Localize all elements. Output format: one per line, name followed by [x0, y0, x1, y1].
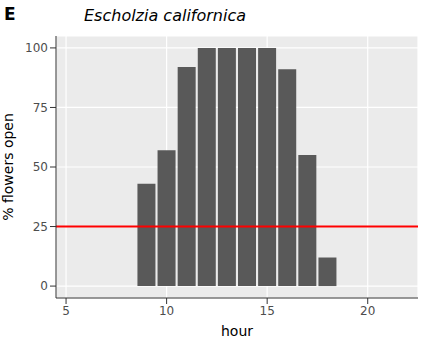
svg-text:0: 0 — [40, 279, 48, 293]
svg-text:15: 15 — [260, 304, 275, 318]
svg-text:10: 10 — [159, 304, 174, 318]
html-text:Escholzia californica: Escholzia californica — [84, 6, 246, 25]
svg-text:100: 100 — [25, 41, 48, 55]
svg-text:hour: hour — [221, 323, 253, 339]
svg-text:5: 5 — [62, 304, 70, 318]
html-text:E: E — [4, 4, 16, 24]
svg-text:20: 20 — [360, 304, 375, 318]
svg-text:25: 25 — [33, 220, 48, 234]
svg-text:50: 50 — [33, 160, 48, 174]
svg-text:75: 75 — [33, 101, 48, 115]
svg-text:% flowers open: % flowers open — [0, 113, 16, 221]
